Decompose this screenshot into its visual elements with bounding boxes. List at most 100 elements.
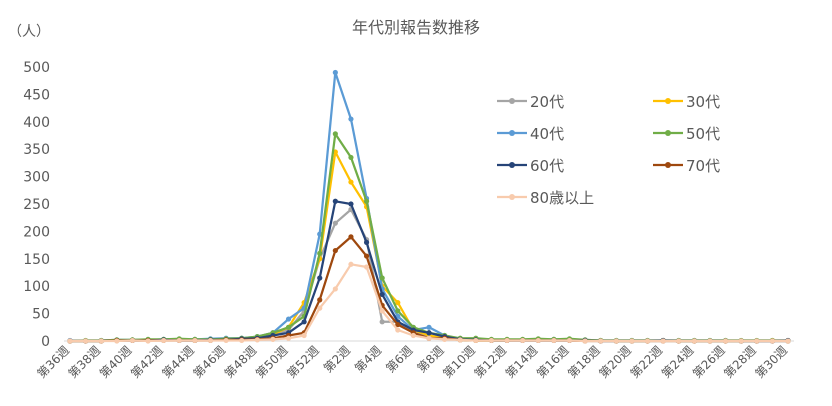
x-tick-label: 第10週	[440, 343, 478, 381]
data-point	[582, 338, 588, 344]
legend-swatch-marker	[509, 130, 515, 136]
legend-label: 50代	[686, 125, 720, 143]
x-axis-ticks: 第36週第38週第40週第42週第44週第46週第48週第50週第52週第2週第…	[34, 343, 790, 381]
legend-item: 30代	[653, 93, 720, 111]
data-point	[176, 337, 182, 344]
y-axis-ticks: 0 50 100 150 200 250 300 350 400 450 500	[23, 60, 50, 350]
y-tick-label: 500	[23, 60, 50, 76]
legend-item: 50代	[653, 125, 720, 143]
x-tick-label: 第16週	[534, 343, 572, 381]
data-point	[395, 308, 401, 314]
legend-swatch-marker	[665, 130, 671, 136]
data-point	[629, 338, 635, 344]
series-line	[70, 208, 788, 343]
series-line	[70, 150, 789, 343]
data-point	[691, 338, 697, 344]
data-point	[145, 338, 151, 344]
legend-swatch-marker	[509, 194, 515, 200]
legend: 20代 30代 40代 50代 60代 70代 80歳以上	[497, 93, 720, 207]
legend-item: 40代	[497, 125, 564, 143]
x-tick-label: 第26週	[690, 343, 728, 381]
data-point	[223, 337, 229, 344]
data-point	[613, 338, 619, 344]
series-2	[67, 149, 791, 344]
data-point	[317, 275, 323, 281]
data-point	[363, 239, 370, 245]
data-point	[161, 337, 167, 344]
data-point	[769, 338, 775, 344]
data-point	[488, 337, 495, 344]
x-tick-label: 第52週	[284, 343, 322, 381]
data-point	[270, 336, 276, 342]
data-point	[379, 275, 385, 281]
legend-label: 40代	[530, 125, 564, 143]
data-point	[379, 319, 385, 325]
legend-swatch-marker	[665, 98, 671, 104]
legend-label: 20代	[530, 93, 564, 111]
x-tick-label: 第18週	[565, 343, 603, 381]
data-point	[301, 332, 307, 339]
x-tick-label: 第28週	[721, 343, 759, 381]
series-5	[67, 198, 791, 344]
series-3	[67, 69, 791, 344]
x-tick-label: 第42週	[128, 343, 166, 381]
x-tick-label: 第44週	[159, 343, 197, 381]
data-point	[363, 198, 370, 204]
legend-item: 70代	[653, 157, 720, 175]
data-point	[551, 337, 557, 344]
data-point	[457, 337, 463, 343]
series-1	[67, 206, 791, 344]
data-point	[754, 338, 760, 344]
data-point	[129, 337, 136, 344]
y-tick-label: 150	[23, 252, 50, 268]
data-point	[535, 337, 541, 344]
data-point	[738, 338, 744, 344]
series-4	[67, 131, 791, 344]
x-tick-label: 第20週	[596, 343, 634, 381]
data-point	[285, 324, 292, 330]
x-tick-label: 第38週	[66, 343, 104, 381]
legend-label: 30代	[686, 93, 720, 111]
data-point	[395, 321, 401, 328]
chart-title: 年代別報告数推移	[352, 18, 480, 37]
data-point	[598, 338, 604, 344]
data-point	[317, 250, 323, 256]
legend-item: 80歳以上	[497, 189, 594, 207]
data-point	[395, 300, 401, 306]
x-tick-label: 第40週	[97, 343, 135, 381]
x-tick-label: 第24週	[659, 343, 697, 381]
series-line	[69, 71, 788, 343]
data-point	[707, 338, 713, 344]
legend-label: 80歳以上	[530, 189, 594, 207]
y-tick-label: 200	[23, 224, 50, 240]
y-tick-label: 400	[23, 115, 50, 131]
y-tick-label: 350	[23, 142, 50, 158]
series-7	[67, 261, 791, 344]
data-point	[332, 247, 338, 254]
data-point	[67, 338, 73, 344]
x-tick-label: 第50週	[253, 343, 291, 381]
data-point	[317, 297, 323, 303]
data-point	[348, 179, 354, 185]
x-tick-label: 第48週	[222, 343, 260, 381]
legend-label: 70代	[686, 157, 720, 175]
x-tick-label: 第46週	[191, 343, 229, 381]
legend-swatch-marker	[665, 162, 671, 168]
data-point	[442, 336, 448, 342]
data-point	[332, 69, 338, 76]
series-layer	[67, 69, 791, 344]
data-point	[114, 338, 120, 344]
legend-swatch-marker	[509, 162, 515, 168]
data-point	[644, 338, 651, 344]
data-point	[348, 116, 354, 122]
data-point	[660, 338, 666, 344]
data-point	[332, 198, 338, 204]
legend-item: 20代	[497, 93, 564, 111]
legend-swatch-marker	[509, 98, 515, 104]
data-point	[332, 286, 338, 292]
data-point	[348, 261, 354, 267]
data-point	[426, 324, 432, 330]
y-axis-unit-label: （人）	[8, 24, 50, 40]
data-point	[332, 220, 338, 226]
